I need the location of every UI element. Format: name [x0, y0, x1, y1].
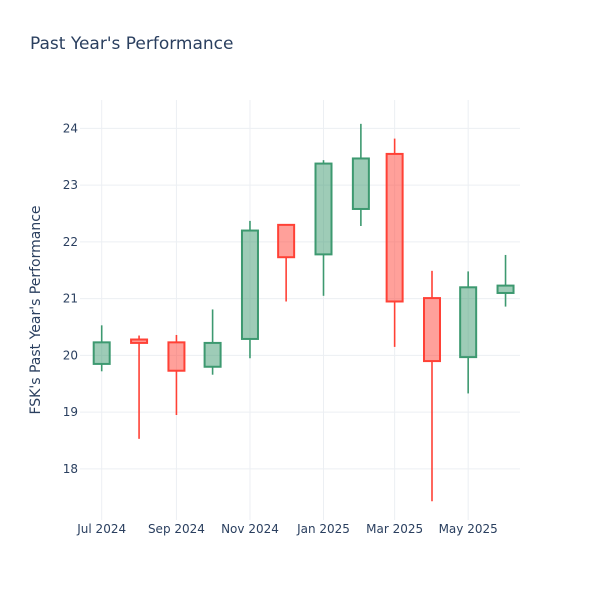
x-tick-labels: Jul 2024 Sep 2024 Nov 2024 Jan 2025 Mar 2025…: [76, 522, 497, 536]
y-tick-label: 22: [63, 235, 78, 249]
candle-body: [203, 341, 222, 368]
candle: [240, 220, 259, 359]
candle: [167, 334, 186, 415]
y-tick-label: 24: [63, 121, 78, 135]
candle-body: [459, 286, 478, 359]
candle: [130, 335, 149, 439]
chart-title: Past Year's Performance: [30, 34, 234, 54]
candle: [385, 138, 404, 347]
candle: [277, 223, 296, 302]
y-axis-label: FSK's Past Year's Performance: [28, 205, 44, 414]
y-tick-labels: 18 19 20 21 22 23 24: [63, 121, 78, 476]
y-tick-label: 21: [63, 292, 78, 306]
candle: [314, 160, 333, 296]
candle-body: [423, 297, 441, 363]
candle: [459, 271, 478, 394]
x-tick-label: Jul 2024: [76, 522, 126, 536]
x-tick-label: Nov 2024: [221, 522, 279, 536]
y-tick-label: 23: [63, 178, 78, 192]
candle-body: [277, 223, 296, 259]
candle-body: [130, 338, 149, 344]
candle-body: [496, 284, 515, 294]
candle: [423, 270, 441, 502]
candle: [496, 254, 515, 307]
y-tick-label: 19: [63, 405, 78, 419]
candle-body: [351, 157, 370, 210]
y-tick-label: 20: [63, 348, 78, 362]
x-tick-label: Mar 2025: [366, 522, 423, 536]
x-tick-label: May 2025: [439, 522, 498, 536]
candle: [203, 309, 222, 375]
y-tick-label: 18: [63, 462, 78, 476]
candle-body: [314, 162, 333, 256]
candle: [92, 325, 111, 372]
candles: [92, 123, 515, 502]
x-tick-label: Jan 2025: [296, 522, 350, 536]
candle-body: [92, 341, 111, 365]
candle-body: [385, 152, 404, 303]
grid-lines: [80, 100, 520, 520]
x-tick-label: Sep 2024: [148, 522, 205, 536]
candle-body: [240, 229, 259, 340]
candle-body: [167, 341, 186, 372]
candle: [351, 123, 370, 226]
